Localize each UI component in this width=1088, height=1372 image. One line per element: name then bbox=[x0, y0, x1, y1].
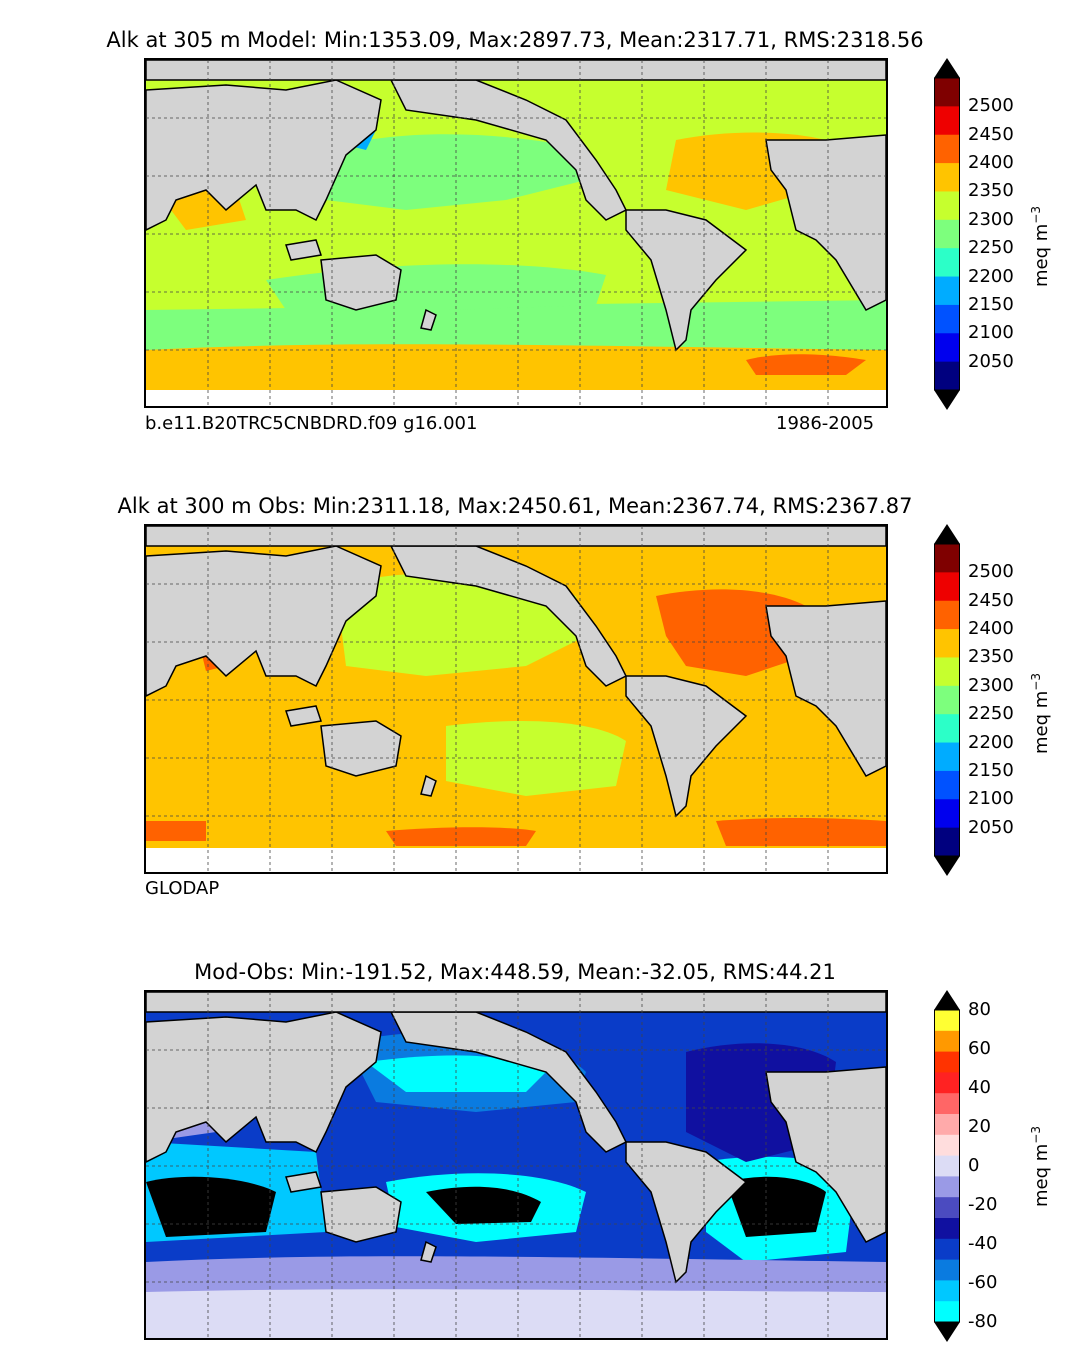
colorbar-tick-label: 0 bbox=[968, 1155, 980, 1176]
colorbar-extend-max bbox=[934, 990, 960, 1010]
year-range: 1986-2005 bbox=[776, 413, 875, 434]
colorbar-tick-label: 80 bbox=[968, 999, 991, 1020]
colorbar-segment bbox=[934, 333, 960, 363]
colorbar-segment bbox=[934, 1259, 960, 1281]
colorbar-segment bbox=[934, 714, 960, 744]
colorbar-segment bbox=[934, 1093, 960, 1115]
colorbar-tick-label: 2050 bbox=[968, 816, 1014, 838]
colorbar-segment bbox=[934, 106, 960, 136]
colorbar-tick-label: 2200 bbox=[968, 265, 1014, 287]
colorbar-tick-label: 2300 bbox=[968, 208, 1014, 230]
colorbar-segment bbox=[934, 248, 960, 278]
colorbar-segment bbox=[934, 742, 960, 772]
colorbar-segment bbox=[934, 219, 960, 249]
colorbar-segment bbox=[934, 163, 960, 192]
colorbar-unit: meq m−3 bbox=[1029, 206, 1052, 287]
colorbar-segment bbox=[934, 361, 960, 391]
colorbar-tick-label: 2150 bbox=[968, 293, 1014, 315]
colorbar-tick-label: 2050 bbox=[968, 350, 1014, 372]
colorbar-segment bbox=[934, 600, 960, 630]
colorbar-tick-label: 2450 bbox=[968, 589, 1014, 611]
colorbar-segment bbox=[934, 1155, 960, 1177]
colorbar-segment bbox=[934, 1218, 960, 1240]
colorbar-tick-label: 2100 bbox=[968, 788, 1014, 810]
obs-map bbox=[144, 524, 888, 874]
colorbar-unit: meq m−3 bbox=[1029, 1126, 1052, 1207]
colorbar-segment bbox=[934, 1176, 960, 1198]
colorbar-tick-label: -60 bbox=[968, 1272, 998, 1293]
obs-source: GLODAP bbox=[145, 878, 220, 899]
diff-colorbar bbox=[934, 990, 960, 1342]
colorbar-segment bbox=[934, 1051, 960, 1073]
colorbar-segment bbox=[934, 134, 960, 164]
colorbar-tick-label: 2500 bbox=[968, 95, 1014, 117]
colorbar-segment bbox=[934, 827, 960, 857]
colorbar-segment bbox=[934, 78, 960, 107]
case-name: b.e11.B20TRC5CNBDRD.f09 g16.001 bbox=[145, 413, 478, 434]
colorbar-tick-label: 2350 bbox=[968, 180, 1014, 202]
diff-map bbox=[144, 990, 888, 1340]
colorbar-segment bbox=[934, 1197, 960, 1219]
colorbar-tick-label: 2200 bbox=[968, 731, 1014, 753]
colorbar-extend-min bbox=[934, 1322, 960, 1342]
colorbar-extend-min bbox=[934, 390, 960, 410]
colorbar-segment bbox=[934, 1301, 960, 1323]
colorbar-segment bbox=[934, 544, 960, 573]
colorbar-unit: meq m−3 bbox=[1029, 673, 1052, 754]
colorbar-segment bbox=[934, 657, 960, 687]
panel-title: Alk at 300 m Obs: Min:2311.18, Max:2450.… bbox=[117, 494, 913, 518]
colorbar-tick-label: 2300 bbox=[968, 674, 1014, 696]
obs-colorbar bbox=[934, 524, 960, 876]
colorbar-segment bbox=[934, 1072, 960, 1094]
colorbar-segment bbox=[934, 799, 960, 829]
colorbar-tick-label: 2100 bbox=[968, 322, 1014, 344]
colorbar-tick-label: 40 bbox=[968, 1077, 991, 1098]
colorbar-tick-label: 2500 bbox=[968, 561, 1014, 583]
model-colorbar bbox=[934, 58, 960, 410]
panel-title: Mod-Obs: Min:-191.52, Max:448.59, Mean:-… bbox=[194, 960, 836, 984]
colorbar-tick-label: 2350 bbox=[968, 646, 1014, 668]
colorbar-segment bbox=[934, 1134, 960, 1157]
colorbar-tick-label: 2400 bbox=[968, 152, 1014, 174]
colorbar-tick-label: 20 bbox=[968, 1116, 991, 1137]
colorbar-tick-label: 2250 bbox=[968, 703, 1014, 725]
colorbar-segment bbox=[934, 572, 960, 602]
colorbar-segment bbox=[934, 1238, 960, 1261]
colorbar-segment bbox=[934, 191, 960, 221]
model-map bbox=[144, 58, 888, 408]
colorbar-segment bbox=[934, 1114, 960, 1136]
colorbar-tick-label: 60 bbox=[968, 1038, 991, 1059]
colorbar-extend-min bbox=[934, 856, 960, 876]
colorbar-tick-label: 2150 bbox=[968, 759, 1014, 781]
panel-title: Alk at 305 m Model: Min:1353.09, Max:289… bbox=[106, 28, 924, 52]
colorbar-tick-label: 2400 bbox=[968, 618, 1014, 640]
colorbar-segment bbox=[934, 1030, 960, 1053]
colorbar-extend-max bbox=[934, 58, 960, 78]
colorbar-segment bbox=[934, 1010, 960, 1032]
colorbar-tick-label: -80 bbox=[968, 1311, 998, 1332]
colorbar-segment bbox=[934, 1280, 960, 1302]
colorbar-tick-label: 2250 bbox=[968, 237, 1014, 259]
colorbar-segment bbox=[934, 276, 960, 306]
colorbar-segment bbox=[934, 770, 960, 800]
colorbar-segment bbox=[934, 629, 960, 658]
colorbar-tick-label: -20 bbox=[968, 1194, 998, 1215]
colorbar-segment bbox=[934, 304, 960, 334]
colorbar-extend-max bbox=[934, 524, 960, 544]
colorbar-tick-label: -40 bbox=[968, 1233, 998, 1254]
colorbar-segment bbox=[934, 685, 960, 715]
colorbar-tick-label: 2450 bbox=[968, 123, 1014, 145]
